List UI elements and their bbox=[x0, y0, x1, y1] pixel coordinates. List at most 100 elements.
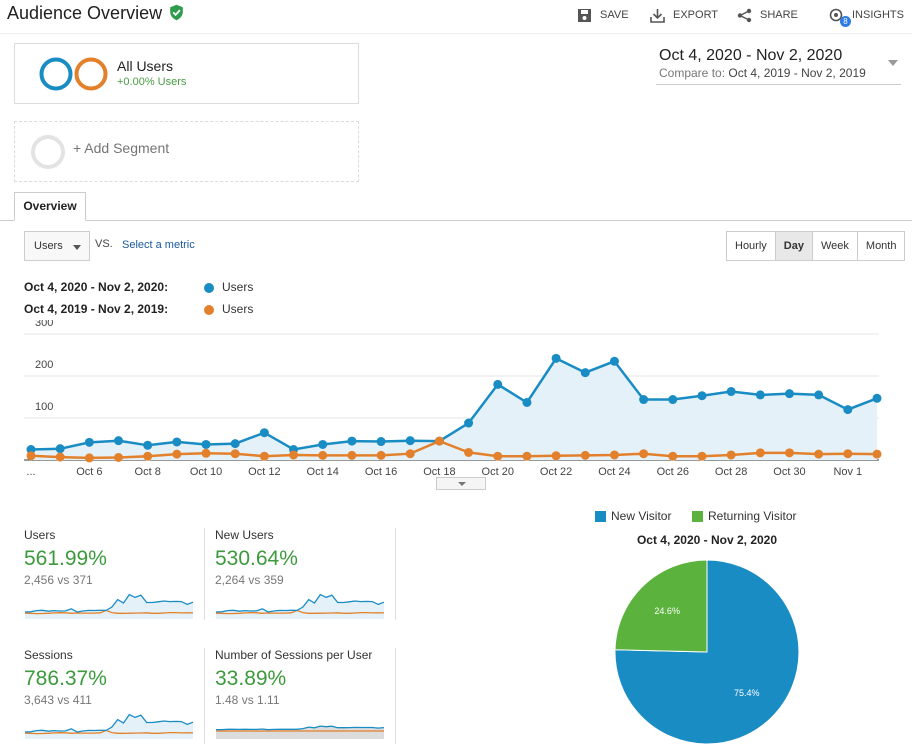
save-label: SAVE bbox=[600, 9, 629, 21]
scorecard-new-users[interactable]: New Users 530.64% 2,264 vs 359 bbox=[215, 528, 400, 628]
data-point[interactable] bbox=[405, 436, 415, 446]
data-point[interactable] bbox=[84, 453, 94, 463]
date-range-main: Oct 4, 2020 - Nov 2, 2020 bbox=[659, 47, 843, 64]
data-point[interactable] bbox=[114, 452, 124, 462]
x-tick-label: Oct 26 bbox=[657, 466, 689, 478]
visitor-type-pie-chart[interactable]: 75.4% 24.6% bbox=[612, 560, 802, 750]
data-point[interactable] bbox=[784, 389, 794, 399]
granularity-day[interactable]: Day bbox=[775, 232, 813, 260]
data-point[interactable] bbox=[639, 395, 649, 405]
scorecard-label: Number of Sessions per User bbox=[215, 648, 373, 662]
scorecard-users[interactable]: Users 561.99% 2,456 vs 371 bbox=[24, 528, 209, 628]
data-point[interactable] bbox=[289, 450, 299, 460]
chevron-down-icon bbox=[458, 482, 466, 486]
data-point[interactable] bbox=[259, 428, 269, 438]
data-point[interactable] bbox=[318, 439, 328, 449]
metric-dropdown[interactable]: Users bbox=[24, 231, 90, 261]
data-point[interactable] bbox=[26, 445, 36, 454]
sparkline-previous bbox=[24, 609, 194, 615]
export-button[interactable]: EXPORT bbox=[650, 5, 718, 25]
data-point[interactable] bbox=[230, 439, 240, 449]
data-point[interactable] bbox=[872, 393, 882, 403]
data-point[interactable] bbox=[259, 451, 269, 461]
segment-all-users[interactable]: All Users +0.00% Users bbox=[14, 43, 359, 104]
data-point[interactable] bbox=[522, 451, 532, 461]
data-point[interactable] bbox=[493, 451, 503, 461]
data-point[interactable] bbox=[172, 437, 182, 447]
x-tick-label: Oct 8 bbox=[135, 466, 161, 478]
data-point[interactable] bbox=[201, 439, 211, 449]
legend-swatch bbox=[595, 510, 606, 522]
data-point[interactable] bbox=[464, 418, 474, 428]
data-point[interactable] bbox=[376, 450, 386, 460]
pie-slice[interactable] bbox=[614, 560, 708, 653]
data-point[interactable] bbox=[114, 436, 124, 446]
data-point[interactable] bbox=[230, 449, 240, 459]
data-point[interactable] bbox=[755, 390, 765, 400]
data-point[interactable] bbox=[726, 387, 736, 397]
series-line bbox=[30, 356, 878, 451]
sparkline-current bbox=[215, 593, 385, 613]
data-point[interactable] bbox=[143, 440, 153, 450]
data-point[interactable] bbox=[609, 356, 619, 366]
series-line bbox=[30, 439, 878, 460]
data-point[interactable] bbox=[405, 449, 415, 459]
data-point[interactable] bbox=[551, 451, 561, 461]
data-point[interactable] bbox=[668, 395, 678, 405]
date-range-picker[interactable]: Oct 4, 2020 - Nov 2, 2020 Compare to: Oc… bbox=[656, 43, 901, 85]
tab-overview[interactable]: Overview bbox=[14, 192, 86, 221]
data-point[interactable] bbox=[872, 449, 882, 459]
data-point[interactable] bbox=[347, 436, 357, 446]
data-point[interactable] bbox=[434, 436, 444, 446]
data-point[interactable] bbox=[843, 449, 853, 459]
x-tick-label: Oct 6 bbox=[76, 466, 102, 478]
data-point[interactable] bbox=[580, 368, 590, 378]
granularity-week[interactable]: Week bbox=[812, 232, 858, 260]
data-point[interactable] bbox=[697, 451, 707, 461]
data-point[interactable] bbox=[172, 449, 182, 459]
pie-title: Oct 4, 2020 - Nov 2, 2020 bbox=[636, 533, 778, 547]
data-point[interactable] bbox=[551, 353, 561, 363]
data-point[interactable] bbox=[376, 437, 386, 447]
users-line-chart[interactable]: 300 200 100... Oct 6 Oct 8 Oct 10 Oct 12 Oct 14… bbox=[0, 320, 912, 480]
series-area bbox=[31, 358, 877, 460]
data-point[interactable] bbox=[784, 448, 794, 458]
select-metric-link[interactable]: Select a metric bbox=[122, 239, 195, 251]
data-point[interactable] bbox=[814, 449, 824, 459]
pie-legend-label: New Visitor bbox=[611, 509, 672, 523]
data-point[interactable] bbox=[464, 447, 474, 457]
data-point[interactable] bbox=[84, 437, 94, 447]
data-point[interactable] bbox=[639, 449, 649, 459]
data-point[interactable] bbox=[668, 451, 678, 461]
data-point[interactable] bbox=[55, 452, 65, 462]
pie-slice[interactable] bbox=[614, 560, 800, 745]
chart-resize-handle[interactable] bbox=[436, 477, 486, 490]
scorecard-value: 786.37% bbox=[24, 667, 107, 690]
data-point[interactable] bbox=[726, 450, 736, 460]
scorecard-sessions-per-user[interactable]: Number of Sessions per User 33.89% 1.48 … bbox=[215, 648, 400, 748]
data-point[interactable] bbox=[755, 448, 765, 458]
data-point[interactable] bbox=[814, 390, 824, 400]
save-button[interactable]: SAVE bbox=[577, 5, 629, 25]
scorecard-label: New Users bbox=[215, 528, 274, 542]
data-point[interactable] bbox=[55, 444, 65, 454]
data-point[interactable] bbox=[318, 450, 328, 460]
insights-button[interactable]: INSIGHTS bbox=[828, 5, 904, 25]
data-point[interactable] bbox=[697, 391, 707, 401]
share-button[interactable]: SHARE bbox=[737, 5, 798, 25]
data-point[interactable] bbox=[493, 379, 503, 389]
data-point[interactable] bbox=[201, 448, 211, 458]
data-point[interactable] bbox=[26, 451, 36, 461]
granularity-hourly[interactable]: Hourly bbox=[727, 232, 776, 260]
data-point[interactable] bbox=[580, 450, 590, 460]
scorecard-sessions[interactable]: Sessions 786.37% 3,643 vs 411 bbox=[24, 648, 209, 748]
data-point[interactable] bbox=[843, 405, 853, 415]
scorecard-comparison: 1.48 vs 1.11 bbox=[215, 693, 280, 707]
data-point[interactable] bbox=[609, 450, 619, 460]
y-tick-label: 100 bbox=[35, 401, 53, 413]
data-point[interactable] bbox=[347, 450, 357, 460]
data-point[interactable] bbox=[522, 397, 532, 407]
add-segment-button[interactable]: + Add Segment bbox=[14, 121, 359, 182]
data-point[interactable] bbox=[143, 451, 153, 461]
granularity-month[interactable]: Month bbox=[857, 232, 905, 260]
